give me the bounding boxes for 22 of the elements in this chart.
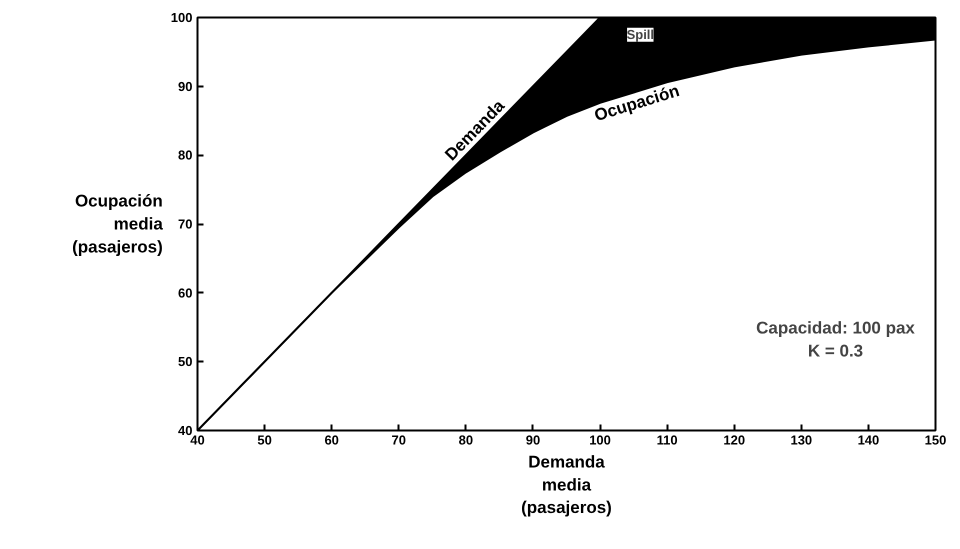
x-tick-label: 70 [392, 432, 406, 448]
x-tick-label: 150 [924, 432, 946, 448]
annotation: Capacidad: 100 pax K = 0.3 [756, 318, 916, 361]
x-axis-title: Demanda media (pasajeros) [521, 452, 612, 518]
x-tick-label: 80 [458, 432, 474, 448]
y-tick-label: 60 [178, 285, 193, 300]
y-tick-label: 100 [170, 10, 193, 25]
x-tick-label: 140 [858, 432, 880, 448]
x-tick-label: 90 [526, 432, 540, 448]
x-tick-label: 100 [589, 432, 611, 448]
annotation: Spill [626, 27, 654, 42]
x-tick-label: 110 [656, 432, 678, 448]
y-axis-title: Ocupación media (pasajeros) [72, 192, 164, 256]
y-tick-label: 70 [178, 216, 193, 232]
y-tick-label: 80 [178, 148, 193, 163]
x-tick-label: 130 [790, 432, 812, 448]
x-tick-label: 50 [257, 432, 272, 448]
y-tick-label: 50 [178, 354, 193, 370]
y-tick-label: 90 [178, 78, 193, 94]
x-tick-label: 60 [324, 432, 339, 448]
x-tick-label: 120 [723, 432, 746, 448]
y-tick-label: 40 [178, 423, 193, 438]
